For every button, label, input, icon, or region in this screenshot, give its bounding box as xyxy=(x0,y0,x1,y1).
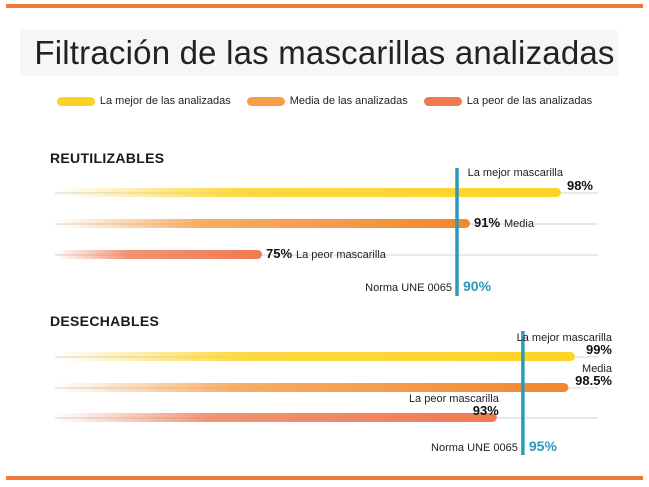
legend-swatch-worst xyxy=(423,96,462,106)
data-label: 98% xyxy=(567,178,593,193)
bottom-rule xyxy=(6,476,643,480)
reference-line-label: Norma UNE 0065 xyxy=(365,282,452,294)
category-label: Media xyxy=(582,363,613,375)
data-label: 93% xyxy=(473,403,499,418)
category-label: La mejor mascarilla xyxy=(517,332,613,344)
bar xyxy=(55,413,497,422)
bar xyxy=(55,383,569,392)
reference-line-label: Norma UNE 0065 xyxy=(431,442,518,454)
legend-label-best: La mejor de las analizadas xyxy=(99,95,231,107)
title-band xyxy=(20,30,618,76)
reference-line-value: 95% xyxy=(529,438,558,454)
legend-swatch-best xyxy=(56,96,95,106)
top-rule xyxy=(6,4,643,8)
bar xyxy=(55,250,262,259)
legend-item-worst: La peor de las analizadas xyxy=(423,95,593,107)
category-label: La peor mascarilla xyxy=(409,393,500,405)
legend-swatch-mid xyxy=(246,96,285,106)
page-title: Filtración de las mascarillas analizadas xyxy=(34,34,615,71)
bar xyxy=(55,219,470,228)
category-label: La peor mascarilla xyxy=(296,249,387,261)
legend-item-best: La mejor de las analizadas xyxy=(56,95,231,107)
panel-title-desechables: DESECHABLES xyxy=(50,313,160,329)
bar xyxy=(55,352,575,361)
category-label: Media xyxy=(504,218,535,230)
legend-label-worst: La peor de las analizadas xyxy=(466,95,593,107)
data-label: 75% xyxy=(266,246,292,261)
category-label: La mejor mascarilla xyxy=(468,167,564,179)
panel-title-reutilizables: REUTILIZABLES xyxy=(50,150,165,166)
legend-item-mid: Media de las analizadas xyxy=(246,95,408,107)
data-label: 91% xyxy=(474,215,500,230)
bar xyxy=(55,188,561,197)
data-label: 99% xyxy=(586,342,612,357)
legend: La mejor de las analizadas Media de las … xyxy=(0,95,649,107)
reference-line-value: 90% xyxy=(463,278,492,294)
data-label: 98.5% xyxy=(575,373,612,388)
legend-label-mid: Media de las analizadas xyxy=(289,95,408,107)
